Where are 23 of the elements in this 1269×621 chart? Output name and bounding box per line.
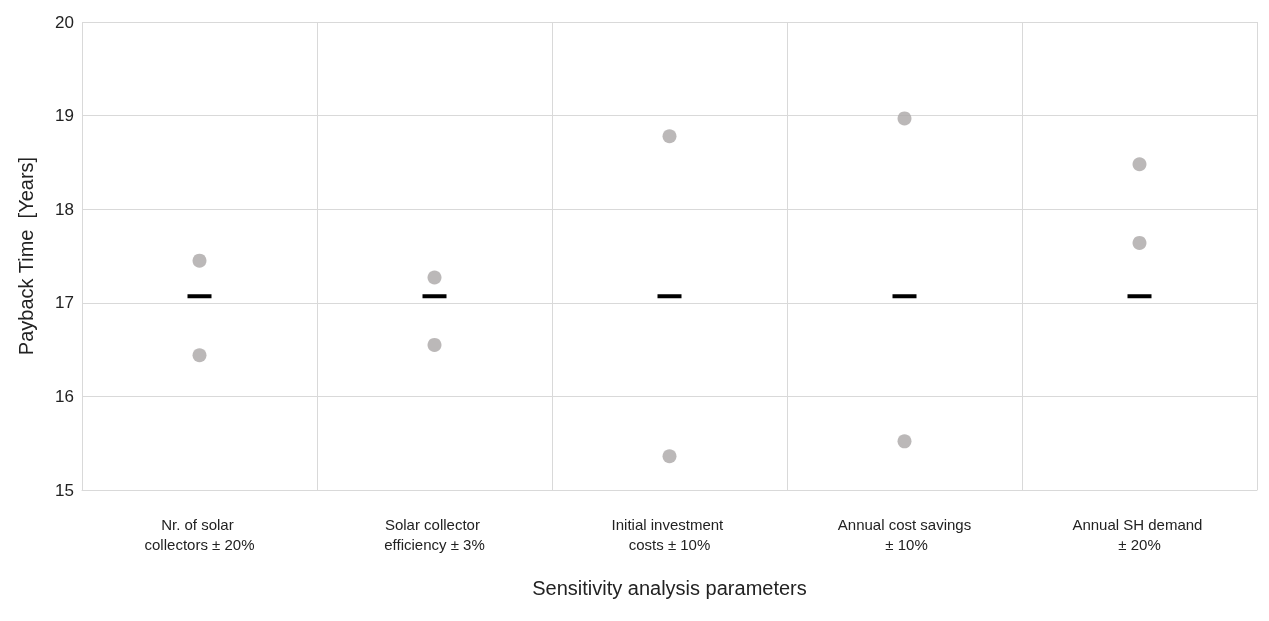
y-tick-label: 16 — [55, 386, 74, 406]
x-tick-label: Nr. of solar collectors ± 20% — [144, 515, 255, 553]
point — [1132, 235, 1147, 250]
x-tick-label: Annual cost savings ± 10% — [837, 515, 972, 553]
x-tick-label: Solar collector efficiency ± 3% — [384, 515, 485, 553]
y-tick-label: 20 — [55, 12, 74, 32]
point — [192, 348, 207, 363]
y-tick-label: 17 — [55, 293, 74, 313]
point — [427, 270, 442, 285]
point — [662, 129, 677, 144]
y-axis-title: Payback Time [Years] — [15, 156, 37, 356]
x-tick-label: Initial investment costs ± 10% — [611, 515, 728, 553]
x-axis-title: Sensitivity analysis parameters — [532, 577, 807, 599]
y-tick-label: 18 — [55, 199, 74, 219]
x-tick-label: Annual SH demand ± 20% — [1072, 515, 1207, 553]
point — [1132, 157, 1147, 172]
point — [192, 253, 207, 268]
point — [427, 337, 442, 352]
point — [897, 111, 912, 126]
point — [662, 449, 677, 464]
y-tick-label: 19 — [55, 106, 74, 126]
point — [897, 434, 912, 449]
y-tick-label: 15 — [55, 480, 74, 500]
